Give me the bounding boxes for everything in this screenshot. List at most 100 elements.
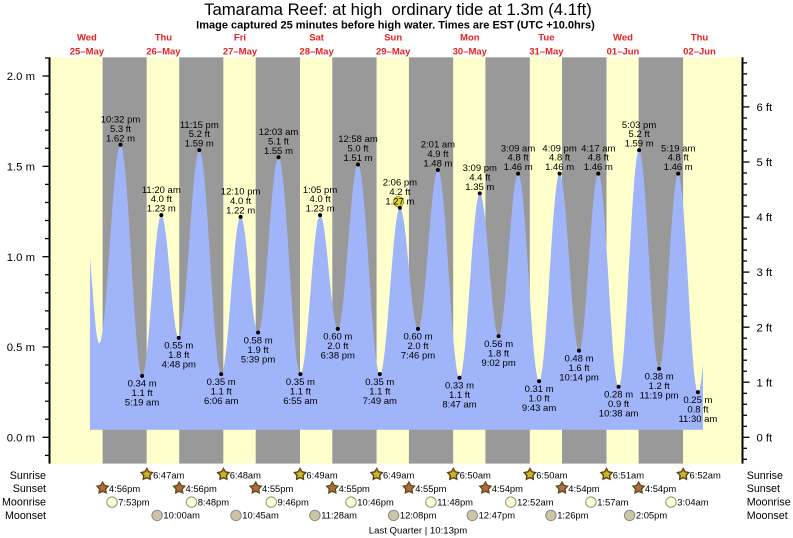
- svg-text:Image captured 25 minutes befo: Image captured 25 minutes before high wa…: [196, 19, 595, 31]
- svg-text:2:05pm: 2:05pm: [636, 510, 667, 521]
- svg-text:5.1 ft: 5.1 ft: [268, 136, 289, 147]
- svg-text:4:55pm: 4:55pm: [262, 483, 293, 494]
- svg-text:Tue: Tue: [538, 32, 554, 43]
- svg-text:4:17 am: 4:17 am: [581, 143, 615, 154]
- svg-text:Thu: Thu: [691, 32, 709, 43]
- svg-text:1:26pm: 1:26pm: [557, 510, 588, 521]
- svg-text:Mon: Mon: [460, 32, 480, 43]
- svg-text:27–May: 27–May: [223, 46, 258, 57]
- svg-text:1.1 ft: 1.1 ft: [369, 386, 390, 397]
- svg-text:3 ft: 3 ft: [757, 267, 774, 279]
- svg-text:4:09 pm: 4:09 pm: [542, 143, 576, 154]
- svg-text:11:19 pm: 11:19 pm: [640, 391, 679, 402]
- svg-text:5.3 ft: 5.3 ft: [110, 124, 131, 135]
- svg-text:4.9 ft: 4.9 ft: [427, 149, 448, 160]
- svg-text:9:46pm: 9:46pm: [278, 496, 309, 507]
- svg-text:4:55pm: 4:55pm: [339, 483, 370, 494]
- svg-text:0.8 ft: 0.8 ft: [687, 404, 708, 415]
- svg-text:1.0 m: 1.0 m: [7, 252, 35, 264]
- svg-text:10:14 pm: 10:14 pm: [559, 372, 599, 383]
- svg-text:1.62 m: 1.62 m: [106, 133, 135, 144]
- svg-text:Sunset: Sunset: [747, 483, 780, 495]
- svg-text:1.1 ft: 1.1 ft: [449, 390, 470, 401]
- svg-text:0.0 m: 0.0 m: [7, 432, 35, 444]
- svg-text:2:01 am: 2:01 am: [421, 140, 455, 151]
- svg-text:Moonset: Moonset: [5, 510, 46, 522]
- svg-text:28–May: 28–May: [299, 46, 334, 57]
- svg-text:1.2 ft: 1.2 ft: [649, 381, 670, 392]
- svg-text:5.2 ft: 5.2 ft: [189, 129, 210, 140]
- svg-text:5:03 pm: 5:03 pm: [622, 120, 656, 131]
- svg-text:0.58 m: 0.58 m: [244, 335, 273, 346]
- svg-text:11:28am: 11:28am: [321, 510, 357, 521]
- svg-text:2.0 ft: 2.0 ft: [327, 341, 348, 352]
- svg-text:0.55 m: 0.55 m: [164, 341, 193, 352]
- svg-text:4.0 ft: 4.0 ft: [151, 194, 172, 205]
- svg-text:1:05 pm: 1:05 pm: [303, 185, 337, 196]
- svg-text:1.59 m: 1.59 m: [185, 139, 214, 150]
- svg-text:4.8 ft: 4.8 ft: [588, 153, 609, 164]
- svg-text:0.9 ft: 0.9 ft: [608, 399, 629, 410]
- svg-text:4 ft: 4 ft: [757, 212, 774, 224]
- svg-text:4:56pm: 4:56pm: [109, 483, 140, 494]
- svg-text:25–May: 25–May: [70, 46, 105, 57]
- svg-text:6:47am: 6:47am: [153, 470, 184, 481]
- svg-text:29–May: 29–May: [376, 46, 411, 57]
- svg-text:1.1 ft: 1.1 ft: [290, 386, 311, 397]
- svg-text:1.46 m: 1.46 m: [545, 162, 574, 173]
- svg-text:12:03 am: 12:03 am: [259, 127, 299, 138]
- svg-text:1.46 m: 1.46 m: [584, 162, 613, 173]
- svg-text:4:54pm: 4:54pm: [645, 483, 676, 494]
- svg-text:6:50am: 6:50am: [536, 470, 567, 481]
- svg-text:12:08pm: 12:08pm: [400, 510, 437, 521]
- svg-text:30–May: 30–May: [453, 46, 488, 57]
- svg-text:Thu: Thu: [155, 32, 173, 43]
- svg-text:4:48 pm: 4:48 pm: [162, 360, 196, 371]
- svg-text:1.48 m: 1.48 m: [423, 159, 452, 170]
- svg-text:1.22 m: 1.22 m: [226, 206, 255, 217]
- svg-text:Sun: Sun: [384, 32, 402, 43]
- svg-text:5 ft: 5 ft: [757, 157, 774, 169]
- svg-text:1.9 ft: 1.9 ft: [248, 345, 269, 356]
- svg-text:1.8 ft: 1.8 ft: [168, 350, 189, 361]
- svg-text:11:30 am: 11:30 am: [678, 414, 717, 425]
- svg-text:Last Quarter | 10:13pm: Last Quarter | 10:13pm: [369, 526, 467, 537]
- svg-text:Tamarama Reef: at high ordina: Tamarama Reef: at high ordinary tide at …: [204, 0, 592, 19]
- svg-text:1.51 m: 1.51 m: [343, 153, 372, 164]
- svg-text:12:58 am: 12:58 am: [338, 134, 378, 145]
- svg-text:6:52am: 6:52am: [690, 470, 721, 481]
- svg-text:6:49am: 6:49am: [383, 470, 414, 481]
- svg-text:4.2 ft: 4.2 ft: [389, 187, 410, 198]
- svg-text:4.8 ft: 4.8 ft: [668, 153, 689, 164]
- svg-text:0.28 m: 0.28 m: [604, 390, 633, 401]
- svg-text:9:02 pm: 9:02 pm: [481, 358, 515, 369]
- svg-text:1.5 m: 1.5 m: [7, 161, 35, 173]
- svg-text:8:47 am: 8:47 am: [442, 400, 476, 411]
- svg-text:4:54pm: 4:54pm: [568, 483, 599, 494]
- svg-text:0.25 m: 0.25 m: [683, 395, 712, 406]
- svg-text:1 ft: 1 ft: [757, 377, 774, 389]
- svg-text:4.8 ft: 4.8 ft: [549, 153, 570, 164]
- svg-text:0.38 m: 0.38 m: [645, 372, 674, 383]
- svg-text:5:19 am: 5:19 am: [661, 143, 695, 154]
- svg-text:01–Jun: 01–Jun: [607, 46, 640, 57]
- svg-text:0.60 m: 0.60 m: [403, 332, 432, 343]
- svg-text:1.1 ft: 1.1 ft: [211, 386, 232, 397]
- svg-text:5:19 am: 5:19 am: [125, 398, 159, 409]
- svg-text:6:50am: 6:50am: [460, 470, 491, 481]
- svg-text:3:09 am: 3:09 am: [501, 143, 535, 154]
- svg-text:Moonrise: Moonrise: [2, 497, 46, 509]
- svg-text:1.0 ft: 1.0 ft: [529, 394, 550, 405]
- svg-text:1.8 ft: 1.8 ft: [488, 348, 509, 359]
- svg-text:5:39 pm: 5:39 pm: [241, 354, 275, 365]
- svg-text:11:20 am: 11:20 am: [142, 185, 181, 196]
- svg-text:1.35 m: 1.35 m: [465, 182, 494, 193]
- svg-text:Sat: Sat: [309, 32, 325, 43]
- svg-text:Wed: Wed: [613, 32, 633, 43]
- svg-text:0.56 m: 0.56 m: [484, 339, 513, 350]
- svg-text:Sunrise: Sunrise: [10, 470, 46, 482]
- svg-text:10:45am: 10:45am: [242, 510, 279, 521]
- svg-text:11:15 pm: 11:15 pm: [180, 120, 219, 131]
- svg-text:1.46 m: 1.46 m: [664, 162, 693, 173]
- svg-text:4:55pm: 4:55pm: [415, 483, 446, 494]
